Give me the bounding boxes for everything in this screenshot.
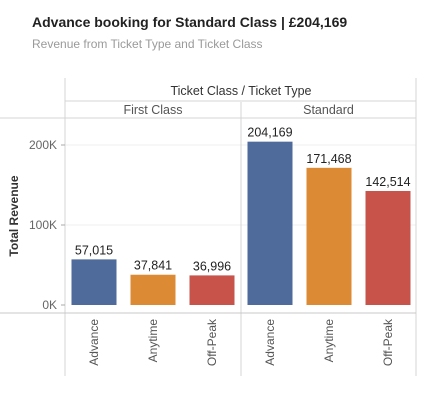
chart-subtitle: Revenue from Ticket Type and Ticket Clas… <box>32 37 263 51</box>
bar-first-class-off-peak <box>189 275 235 305</box>
chart-frame: First Class Advance Anytime Off-Peak Standar… <box>0 78 417 376</box>
bar-standard-off-peak <box>365 190 411 305</box>
data-label: 36,996 <box>193 259 231 273</box>
bar-first-class-advance <box>71 259 117 305</box>
y-tick-label: 0K <box>42 298 57 312</box>
chart-title: Advance booking for Standard Class | £20… <box>32 14 348 30</box>
bar-standard-anytime <box>306 167 352 305</box>
x-tick-label: Anytime <box>146 319 160 363</box>
data-label: 57,015 <box>75 243 113 257</box>
y-axis-label: Total Revenue <box>7 175 21 256</box>
y-axis-ticks: 0K 100K 200K <box>29 138 65 312</box>
data-label: 171,468 <box>306 152 351 166</box>
x-tick-label: Advance <box>87 319 101 366</box>
data-label: 37,841 <box>134 259 172 273</box>
x-tick-label: Advance <box>263 319 277 366</box>
x-tick-label: Anytime <box>322 319 336 363</box>
y-tick-label: 200K <box>29 138 57 152</box>
panel-header: First Class <box>123 103 182 117</box>
panel-header: Standard <box>303 103 354 117</box>
column-header: Ticket Class / Ticket Type <box>170 84 311 98</box>
bars: 57,015 37,841 36,996 204,169 171,468 142,514 <box>71 126 411 305</box>
bar-standard-advance <box>247 141 293 305</box>
x-tick-label: Off-Peak <box>205 318 219 366</box>
data-label: 142,514 <box>365 175 410 189</box>
y-tick-label: 100K <box>29 218 57 232</box>
data-label: 204,169 <box>247 126 292 140</box>
bar-first-class-anytime <box>130 274 176 305</box>
x-tick-label: Off-Peak <box>381 318 395 366</box>
